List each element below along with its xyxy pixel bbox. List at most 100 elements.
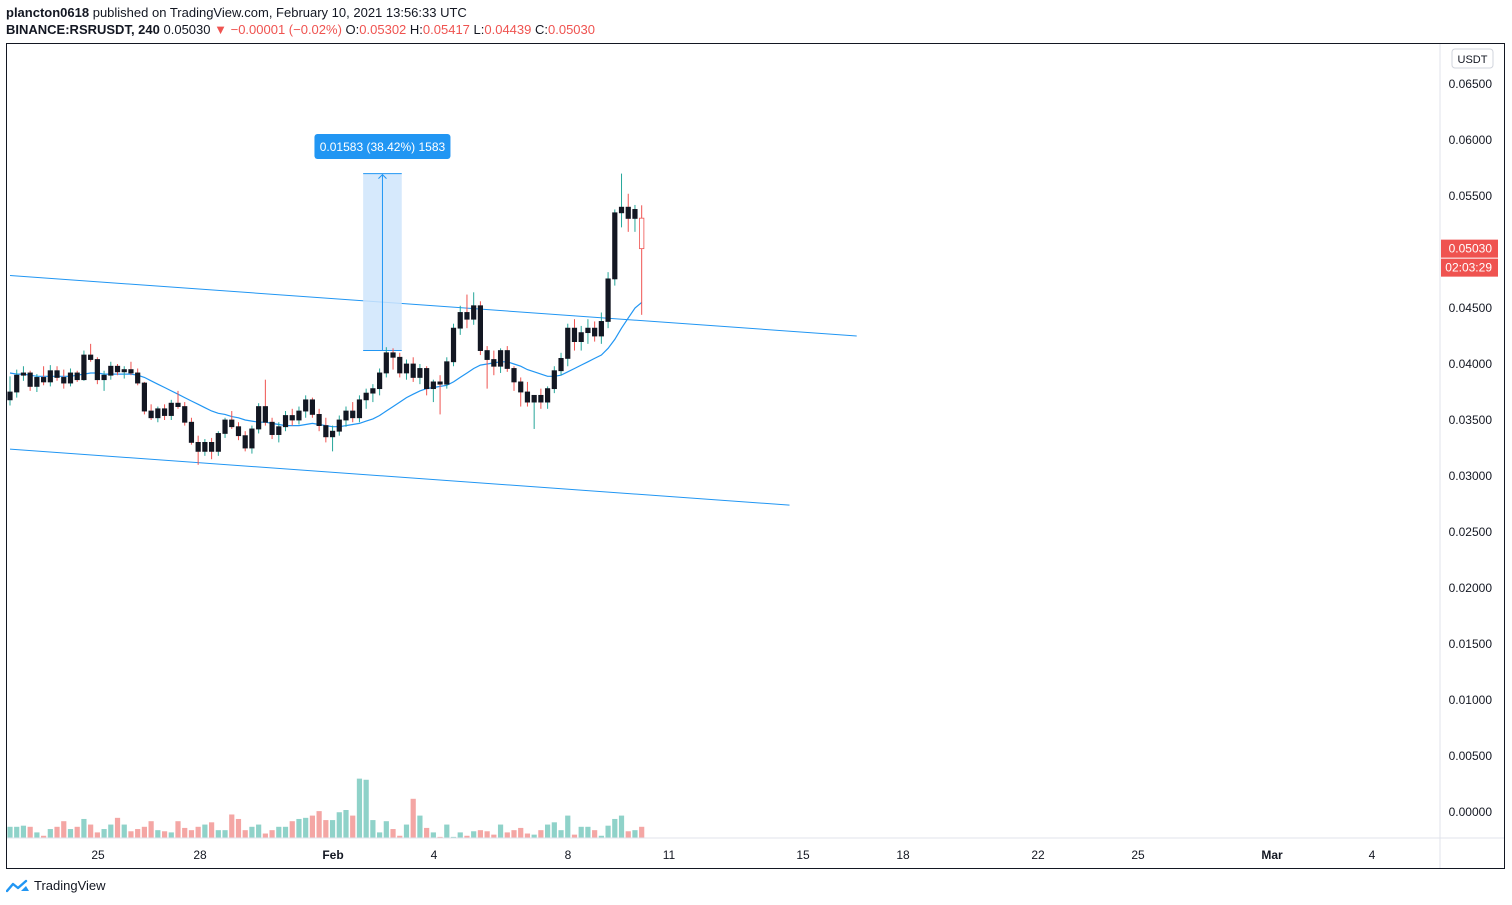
time-tick-label: 25: [1131, 848, 1145, 862]
price-tick-label: 0.04500: [1449, 301, 1493, 315]
open-label: O:: [345, 22, 360, 37]
volume-bar: [343, 810, 349, 838]
volume-bar: [477, 830, 483, 838]
volume-bar: [444, 824, 450, 838]
volume-bar: [370, 820, 376, 838]
candle-body: [430, 381, 436, 390]
price-tick-label: 0.01000: [1449, 693, 1493, 707]
volume-bar: [269, 830, 275, 838]
candle-body: [336, 419, 342, 432]
volume-bar: [229, 814, 235, 838]
volume-bar: [558, 830, 564, 838]
candle-body: [625, 206, 631, 219]
volume-bar: [410, 798, 416, 838]
volume-bar: [155, 830, 161, 838]
volume-bar: [175, 821, 181, 838]
volume-bar: [323, 820, 329, 838]
tradingview-logo-icon: [6, 879, 29, 892]
candle-body: [168, 402, 174, 416]
open-value: 0.05302: [359, 22, 407, 37]
volume-bar: [424, 827, 430, 838]
candle-body: [155, 408, 161, 419]
candle-body: [578, 332, 584, 343]
candle-body: [88, 354, 94, 360]
volume-bar: [417, 815, 423, 838]
measure-arrow-head: [378, 173, 387, 179]
symbol-label[interactable]: BINANCE:RSRUSDT, 240: [6, 22, 160, 37]
publisher-name[interactable]: plancton0618: [6, 5, 90, 20]
candle-body: [477, 305, 484, 351]
time-tick-label: 4: [1369, 848, 1376, 862]
candle-body: [94, 359, 100, 381]
price-tick-label: 0.00000: [1449, 805, 1493, 819]
candle-body: [437, 381, 443, 385]
candle-body: [276, 426, 282, 435]
measure-label-bg: [314, 134, 451, 159]
chart-frame: [6, 43, 1505, 869]
chart-header: plancton0618 published on TradingView.co…: [6, 4, 595, 38]
close-label: C:: [535, 22, 548, 37]
candle-body: [282, 415, 289, 428]
tradingview-brand: TradingView: [34, 878, 106, 893]
volume-bar: [128, 831, 134, 838]
candle-body: [128, 369, 134, 374]
volume-bar: [639, 826, 645, 838]
candle-body: [383, 352, 389, 374]
candle-body: [424, 368, 430, 390]
candle-body: [410, 363, 416, 378]
candle-body: [20, 372, 27, 376]
candle-body: [208, 441, 215, 452]
volume-bar: [430, 832, 436, 838]
candle-body: [356, 399, 363, 419]
candle-body: [182, 406, 188, 423]
currency-box[interactable]: [1451, 48, 1494, 69]
candle-body: [61, 377, 67, 384]
volume-bar: [67, 829, 74, 838]
candle-body: [484, 350, 490, 360]
volume-bar: [182, 827, 188, 838]
volume-bar: [329, 820, 336, 838]
moving-average-line: [9, 301, 643, 428]
volume-bar: [464, 835, 470, 838]
tradingview-logo[interactable]: TradingView: [6, 878, 106, 893]
volume-bar: [605, 825, 611, 838]
measure-label: 0.01583 (38.42%) 1583: [320, 140, 446, 154]
countdown-tag: [1441, 258, 1498, 277]
volume-bar: [188, 830, 195, 838]
volume-bar: [47, 829, 53, 838]
candle-body: [188, 421, 195, 443]
volume-bar: [538, 830, 544, 838]
price-tick-label: 0.02500: [1449, 525, 1493, 539]
lower-trendline[interactable]: [9, 448, 790, 506]
volume-bar: [578, 826, 584, 838]
volume-bar: [101, 829, 107, 838]
volume-bar: [457, 832, 463, 838]
volume-bar: [471, 831, 477, 838]
candle-body: [471, 305, 477, 320]
volume-bar: [88, 824, 94, 838]
candle-body: [444, 361, 450, 385]
candle-body: [571, 327, 578, 343]
candle-body: [175, 402, 181, 407]
candle-body: [464, 312, 470, 320]
volume-bar: [108, 824, 114, 838]
volume-bar: [632, 830, 638, 838]
volume-bar: [316, 811, 322, 838]
candle-body: [81, 354, 87, 381]
candle-body: [202, 441, 208, 452]
candle-body: [511, 368, 517, 383]
price-tick-label: 0.00500: [1449, 749, 1493, 763]
volume-bar: [135, 829, 141, 838]
candle-body: [376, 372, 383, 390]
candle-body: [309, 399, 316, 415]
volume-bar: [450, 836, 457, 838]
high-label: H:: [409, 22, 423, 37]
volume-bar: [377, 832, 383, 838]
candle-body: [54, 370, 60, 378]
candle-body: [323, 425, 329, 438]
upper-trendline[interactable]: [9, 275, 857, 337]
volume-bar: [20, 825, 27, 838]
candle-body: [114, 365, 121, 373]
volume-bar: [585, 826, 591, 838]
